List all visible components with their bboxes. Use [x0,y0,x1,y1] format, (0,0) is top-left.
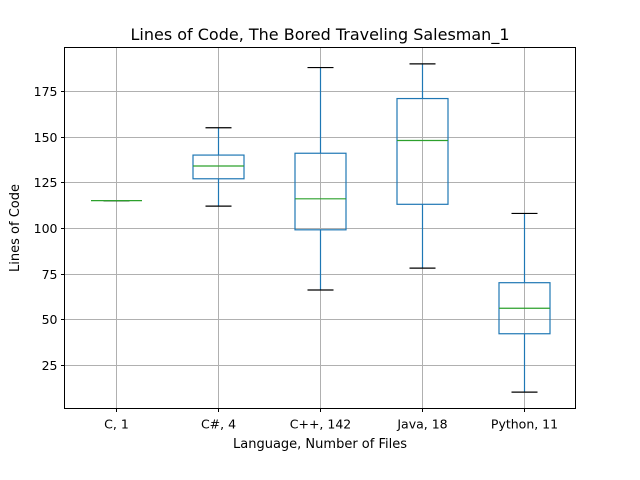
box-group [498,212,551,393]
box-group [396,63,449,269]
y-axis-label: Lines of Code [8,184,23,272]
x-axis-label: Language, Number of Files [233,437,407,452]
x-tick-label: Java, 18 [396,417,447,432]
y-tick-label: 125 [34,175,58,190]
box-plot-series [91,63,551,393]
y-tick-label: 75 [42,267,58,282]
axis-ticks: 25 50 75 100 125 150 175 C, 1 C#, 4 C++, 142 Java,… [34,84,558,432]
x-tick-label: C++, 142 [290,417,351,432]
box-iqr [192,154,245,180]
y-tick-label: 25 [42,358,58,373]
y-tick-label: 100 [34,221,58,236]
box-iqr [396,97,449,205]
y-tick-label: 150 [34,130,58,145]
x-tick-label: C#, 4 [201,417,236,432]
box-group [294,66,347,291]
x-tick-label: Python, 11 [491,417,558,432]
chart-title: Lines of Code, The Bored Traveling Sales… [130,25,509,45]
y-tick-label: 50 [42,312,58,327]
box-iqr [294,152,347,231]
x-tick-label: C, 1 [104,417,129,432]
box-group [192,127,245,207]
y-tick-label: 175 [34,84,58,99]
